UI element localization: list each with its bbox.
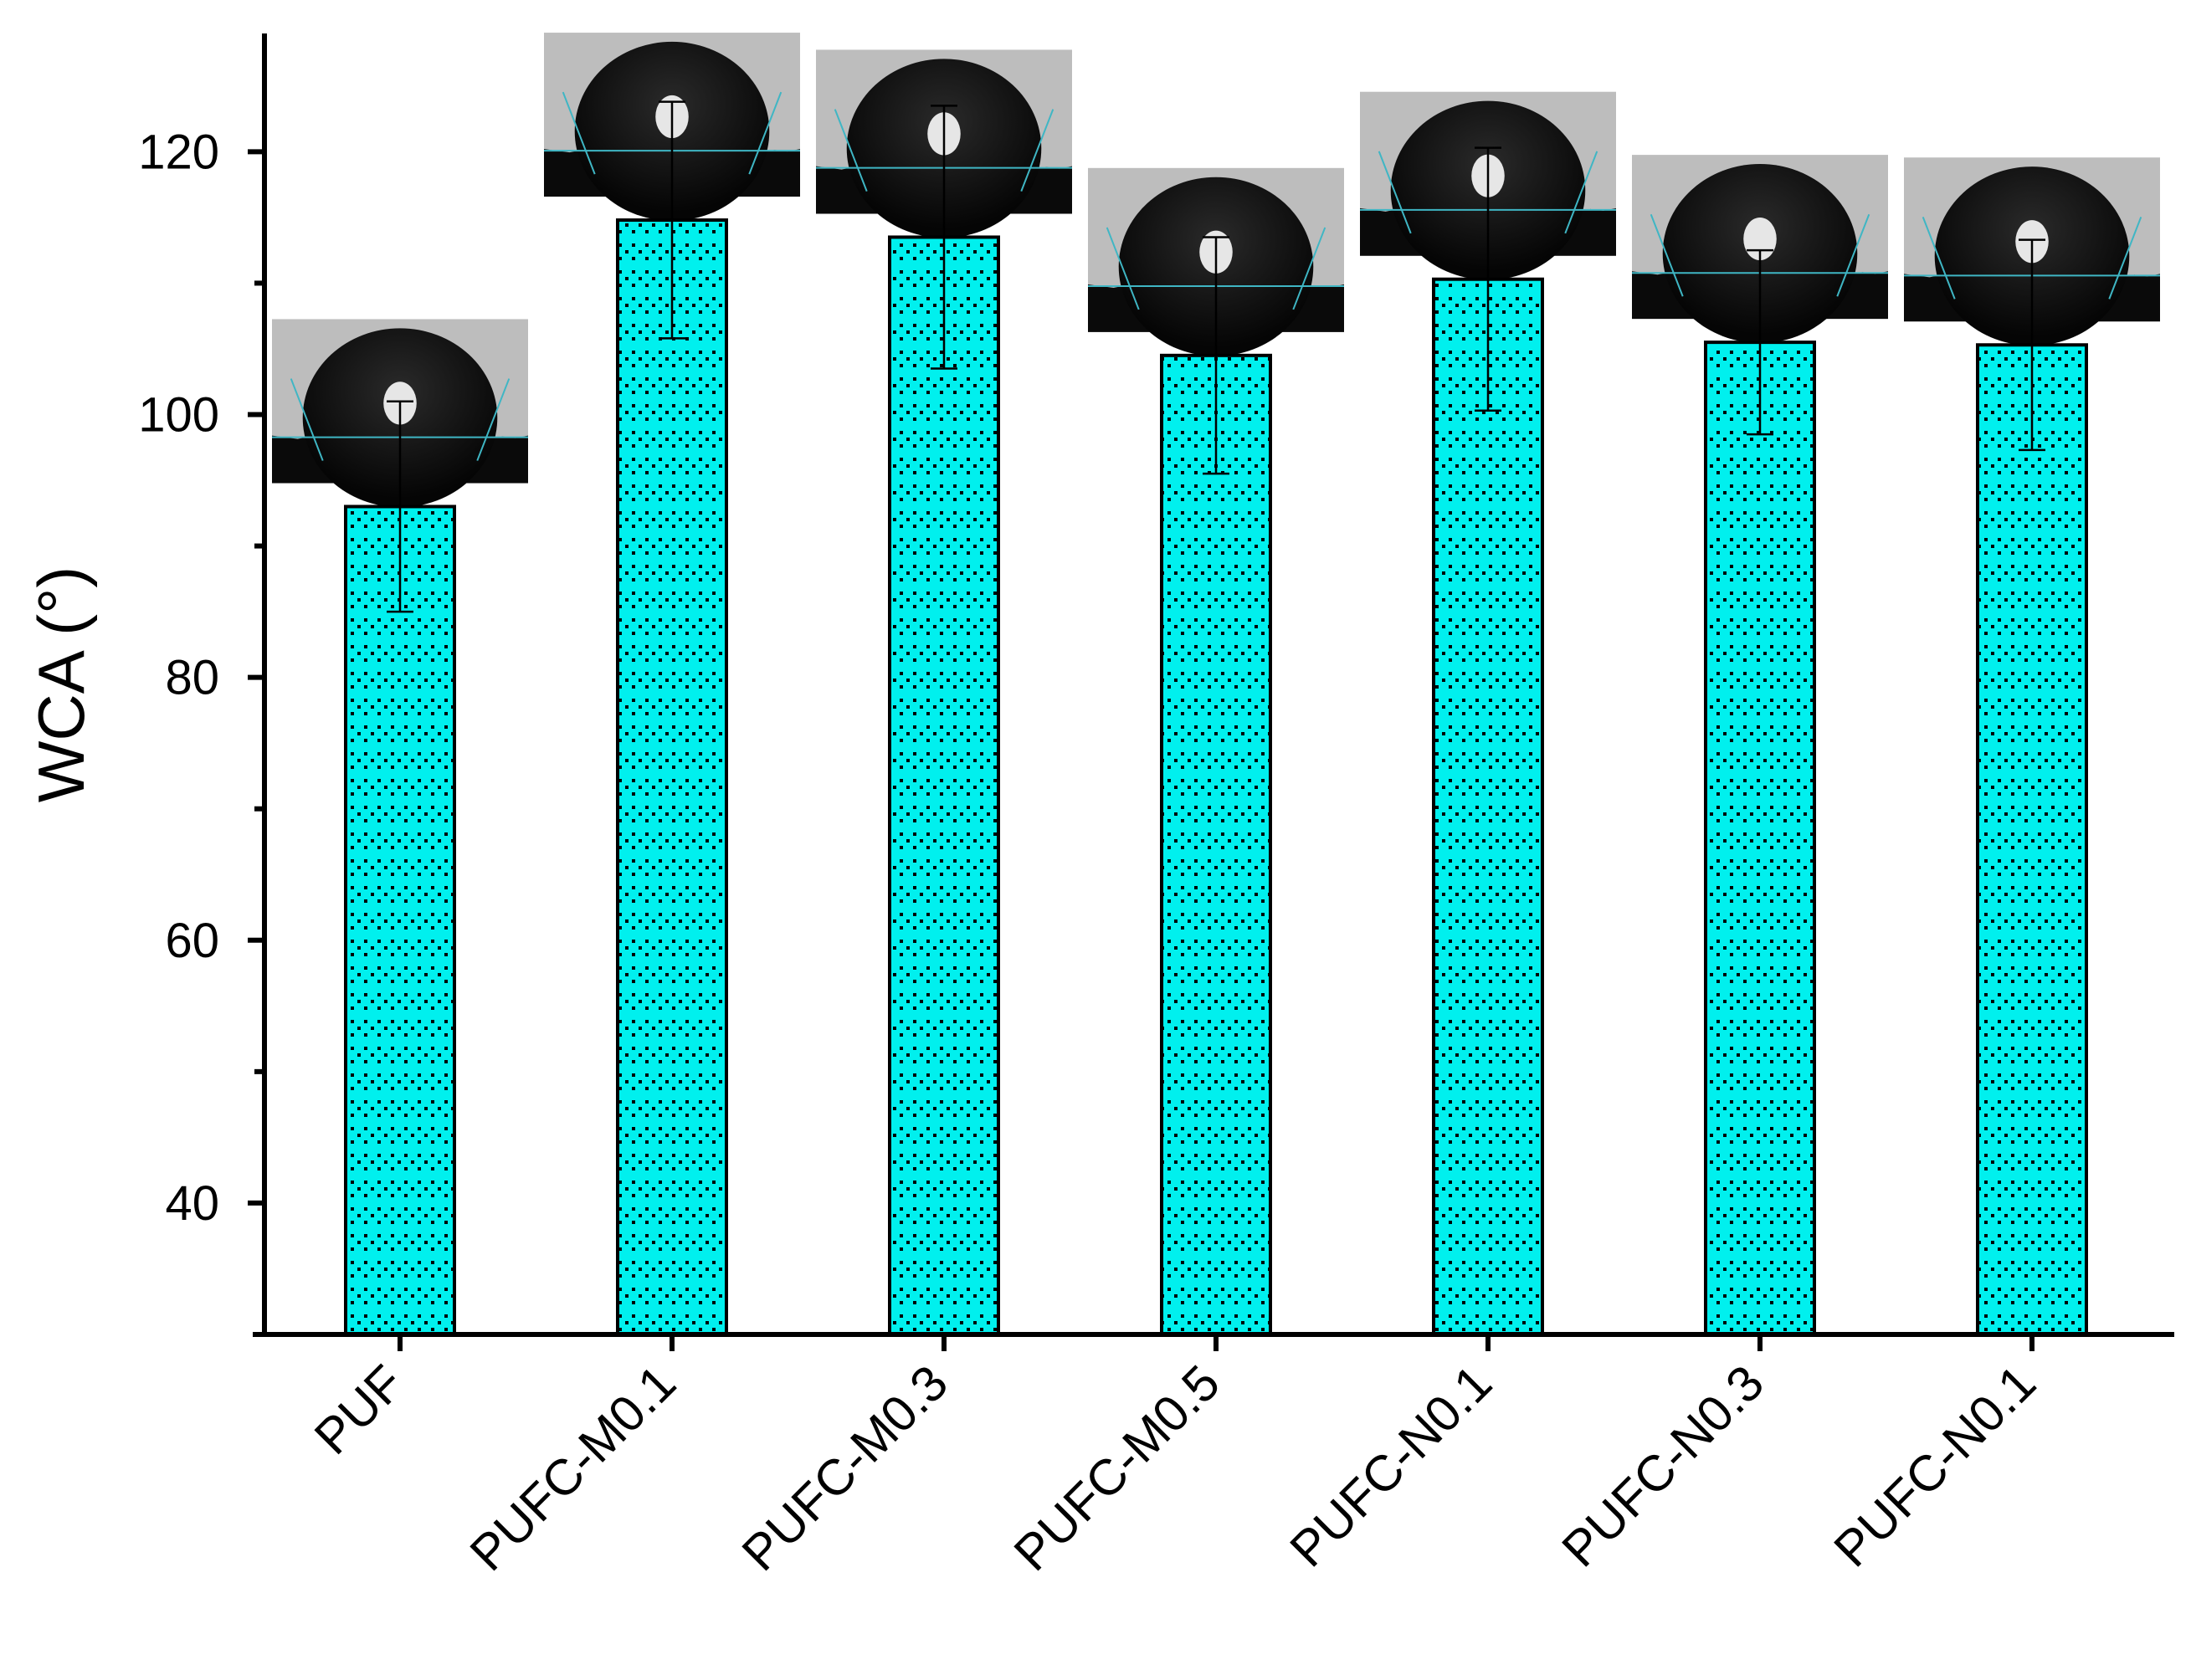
x-tick-label: PUFC-N0.1	[1280, 1355, 1503, 1578]
bar	[344, 505, 456, 1336]
bar	[1976, 343, 2088, 1336]
bar	[616, 218, 728, 1336]
y-tick-label: 100	[138, 388, 219, 443]
bar	[1160, 353, 1272, 1336]
bar	[1432, 277, 1544, 1337]
bar	[888, 235, 1000, 1336]
x-tick-label: PUFC-N0.1	[1824, 1355, 2047, 1578]
droplet-inset-photo	[272, 319, 528, 508]
y-ticks: 40 60 80 100 120	[138, 125, 264, 1337]
bars	[344, 218, 2088, 1337]
x-ticks: PUF PUFC-M0.1 PUFC-M0.3 PUFC-M0.5 PUFC-N0.1 P…	[304, 1334, 2046, 1581]
x-tick-label: PUFC-N0.3	[1552, 1355, 1775, 1578]
x-tick-label: PUFC-M0.5	[1003, 1355, 1230, 1581]
x-tick-label: PUFC-M0.1	[459, 1355, 686, 1581]
y-axis-title: WCA (°)	[24, 566, 98, 802]
y-tick-label: 60	[165, 914, 219, 968]
y-tick-label: 80	[165, 651, 219, 705]
y-tick-label: 40	[165, 1176, 219, 1231]
x-tick-label: PUF	[304, 1355, 414, 1465]
y-tick-label: 120	[138, 125, 219, 179]
bar	[1704, 341, 1816, 1336]
error-bars	[387, 100, 2045, 613]
x-tick-label: PUFC-M0.3	[731, 1355, 958, 1581]
